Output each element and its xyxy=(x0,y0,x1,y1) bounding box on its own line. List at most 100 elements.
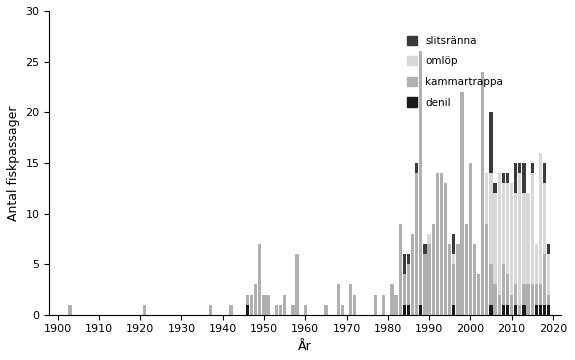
Bar xyxy=(336,284,340,315)
Bar xyxy=(423,244,427,254)
Bar xyxy=(510,294,513,315)
Bar xyxy=(275,305,278,315)
Bar xyxy=(246,294,249,305)
Bar xyxy=(543,183,546,254)
Bar xyxy=(522,305,526,315)
Bar xyxy=(407,264,410,305)
Bar xyxy=(448,244,451,315)
Bar xyxy=(457,244,459,315)
X-axis label: År: År xyxy=(298,340,312,353)
Bar xyxy=(473,244,476,315)
Bar xyxy=(349,284,352,315)
Bar xyxy=(485,224,489,315)
Bar xyxy=(489,305,493,315)
Bar xyxy=(296,254,298,315)
Bar xyxy=(522,284,526,305)
Bar xyxy=(440,173,443,315)
Bar xyxy=(402,274,406,305)
Bar xyxy=(527,284,530,315)
Bar xyxy=(543,305,546,315)
Bar xyxy=(527,193,530,284)
Bar xyxy=(514,284,518,305)
Bar xyxy=(481,72,484,315)
Bar xyxy=(415,163,419,173)
Bar xyxy=(291,305,294,315)
Bar xyxy=(547,294,550,305)
Bar xyxy=(531,163,534,173)
Bar xyxy=(493,193,497,284)
Bar xyxy=(283,294,286,315)
Bar xyxy=(415,173,419,315)
Bar xyxy=(431,224,435,315)
Bar xyxy=(258,244,262,315)
Bar xyxy=(353,294,356,315)
Bar xyxy=(547,254,550,294)
Bar xyxy=(477,274,480,315)
Bar xyxy=(518,173,522,305)
Bar xyxy=(374,294,377,315)
Bar xyxy=(489,173,493,264)
Bar xyxy=(229,305,233,315)
Bar xyxy=(501,173,505,183)
Bar xyxy=(535,284,538,305)
Y-axis label: Antal fiskpassager: Antal fiskpassager xyxy=(7,105,20,221)
Bar xyxy=(419,305,423,315)
Bar xyxy=(262,294,266,315)
Bar xyxy=(506,173,509,183)
Bar xyxy=(489,264,493,305)
Bar xyxy=(390,284,393,315)
Bar xyxy=(514,305,518,315)
Bar xyxy=(539,284,542,305)
Bar xyxy=(461,92,463,315)
Bar xyxy=(143,305,146,315)
Bar xyxy=(535,305,538,315)
Bar xyxy=(465,224,468,315)
Bar xyxy=(485,173,489,224)
Bar xyxy=(402,254,406,274)
Bar xyxy=(493,284,497,315)
Bar xyxy=(522,193,526,284)
Bar xyxy=(452,264,455,305)
Bar xyxy=(539,153,542,284)
Bar xyxy=(514,193,518,284)
Bar xyxy=(489,112,493,173)
Bar xyxy=(535,244,538,284)
Bar xyxy=(497,294,501,315)
Bar xyxy=(493,183,497,193)
Bar xyxy=(324,305,328,315)
Bar xyxy=(518,305,522,315)
Bar xyxy=(68,305,72,315)
Bar xyxy=(531,173,534,284)
Bar xyxy=(506,274,509,305)
Bar xyxy=(423,254,427,315)
Bar xyxy=(246,305,249,315)
Bar xyxy=(419,51,423,305)
Bar xyxy=(382,294,385,315)
Bar xyxy=(444,183,447,315)
Bar xyxy=(501,183,505,264)
Bar xyxy=(407,305,410,315)
Bar xyxy=(427,244,431,315)
Bar xyxy=(531,284,534,315)
Bar xyxy=(254,284,258,315)
Bar xyxy=(510,183,513,294)
Bar xyxy=(497,173,501,294)
Bar xyxy=(279,305,282,315)
Bar xyxy=(452,305,455,315)
Bar xyxy=(452,254,455,264)
Bar xyxy=(411,234,414,315)
Bar xyxy=(398,224,402,315)
Bar xyxy=(547,244,550,254)
Bar xyxy=(209,305,212,315)
Bar xyxy=(518,163,522,173)
Bar xyxy=(402,305,406,315)
Bar xyxy=(250,294,253,315)
Bar xyxy=(501,264,505,305)
Bar xyxy=(522,163,526,193)
Bar xyxy=(543,163,546,183)
Bar xyxy=(427,234,431,244)
Bar xyxy=(501,305,505,315)
Bar xyxy=(266,294,270,315)
Bar xyxy=(452,234,455,254)
Bar xyxy=(539,305,542,315)
